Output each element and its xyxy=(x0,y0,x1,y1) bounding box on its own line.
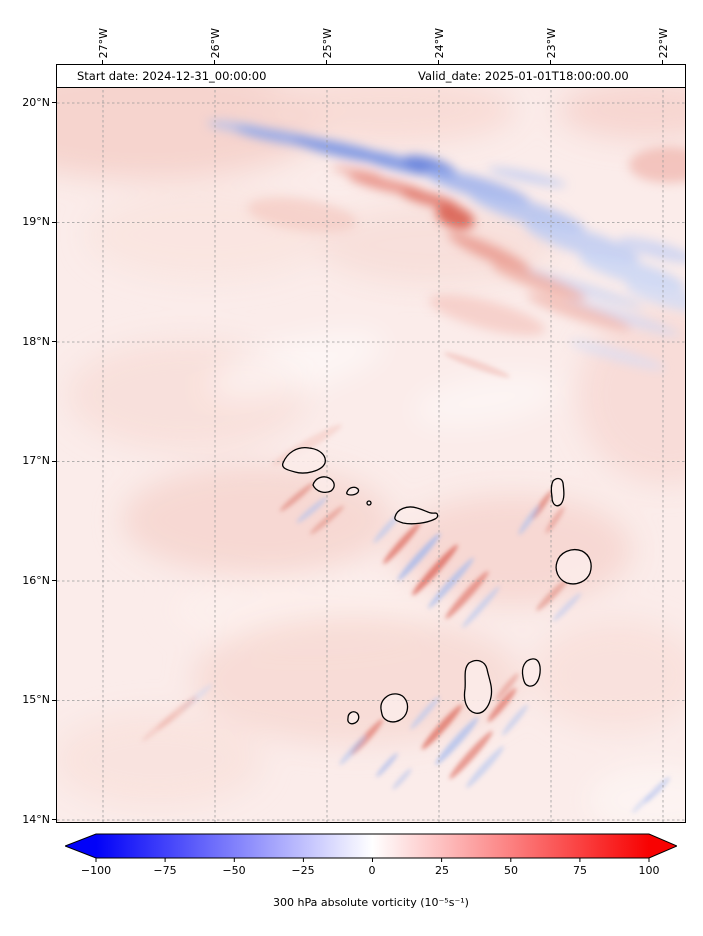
colorbar-tick-label: 100 xyxy=(638,864,660,877)
x-tick-label: 26°W xyxy=(206,4,224,58)
y-tick-mark xyxy=(52,222,56,223)
colorbar-tick-label: 0 xyxy=(368,864,376,877)
x-tick-text: 26°W xyxy=(208,27,222,58)
colorbar-tick-label: 25 xyxy=(435,864,449,877)
x-tick-text: 22°W xyxy=(656,27,670,58)
coastline-island xyxy=(463,659,493,714)
coastline-island xyxy=(394,506,439,525)
coastline-island xyxy=(521,658,541,687)
x-tick-mark xyxy=(326,60,327,64)
x-tick-text: 23°W xyxy=(544,27,558,58)
y-tick-mark xyxy=(52,580,56,581)
vorticity-shading xyxy=(57,65,685,822)
start-date-label: Start date: 2024-12-31_00:00:00 xyxy=(77,69,267,83)
coastline-island xyxy=(312,476,335,493)
x-tick-label: 23°W xyxy=(542,4,560,58)
map-plot: Start date: 2024-12-31_00:00:00 Valid_da… xyxy=(56,64,686,823)
colorbar-tick-label: −75 xyxy=(153,864,177,877)
x-tick-label: 27°W xyxy=(94,4,112,58)
x-tick-mark xyxy=(550,60,551,64)
graticule-grid xyxy=(57,65,685,822)
x-tick-text: 24°W xyxy=(432,27,446,58)
colorbar xyxy=(65,833,677,862)
x-tick-text: 25°W xyxy=(320,27,334,58)
x-tick-mark xyxy=(102,60,103,64)
x-tick-mark xyxy=(438,60,439,64)
coastline-islet xyxy=(366,500,372,506)
coastline-island xyxy=(380,693,409,723)
jet-band-streaks xyxy=(207,120,685,370)
x-tick-text: 27°W xyxy=(96,27,110,58)
x-tick-mark xyxy=(662,60,663,64)
y-tick-mark xyxy=(52,461,56,462)
y-tick-label: 19°N xyxy=(22,215,50,228)
title-bar: Start date: 2024-12-31_00:00:00 Valid_da… xyxy=(57,65,685,88)
coastline-island xyxy=(281,447,326,474)
coastline-island xyxy=(555,548,592,585)
y-tick-mark xyxy=(52,700,56,701)
coastline-island xyxy=(347,711,360,725)
valid-date-label: Valid_date: 2025-01-01T18:00:00.00 xyxy=(418,69,629,83)
colorbar-tick-label: −100 xyxy=(80,864,112,877)
island-coastlines xyxy=(281,447,592,725)
colorbar-tick-label: −25 xyxy=(291,864,315,877)
x-tick-label: 22°W xyxy=(654,4,672,58)
y-tick-mark xyxy=(52,102,56,103)
y-tick-label: 14°N xyxy=(22,813,50,826)
y-tick-label: 20°N xyxy=(22,96,50,109)
x-tick-label: 25°W xyxy=(318,4,336,58)
y-tick-mark xyxy=(52,341,56,342)
colorbar-tick-label: 50 xyxy=(504,864,518,877)
colorbar-label: 300 hPa absolute vorticity (10⁻⁵s⁻¹) xyxy=(273,896,469,909)
x-tick-mark xyxy=(214,60,215,64)
y-tick-label: 15°N xyxy=(22,693,50,706)
y-tick-label: 17°N xyxy=(22,454,50,467)
colorbar-gradient-bar xyxy=(65,833,677,859)
island-wake-streaks xyxy=(142,352,670,814)
colorbar-tick-label: −50 xyxy=(222,864,246,877)
coastline-island xyxy=(346,486,360,496)
colorbar-tick-label: 75 xyxy=(573,864,587,877)
vorticity-field xyxy=(57,65,685,822)
colorbar-tick-marks xyxy=(95,858,650,862)
y-tick-label: 18°N xyxy=(22,335,50,348)
x-tick-label: 24°W xyxy=(430,4,448,58)
coastline-island xyxy=(550,477,565,507)
y-tick-label: 16°N xyxy=(22,574,50,587)
y-tick-mark xyxy=(52,819,56,820)
